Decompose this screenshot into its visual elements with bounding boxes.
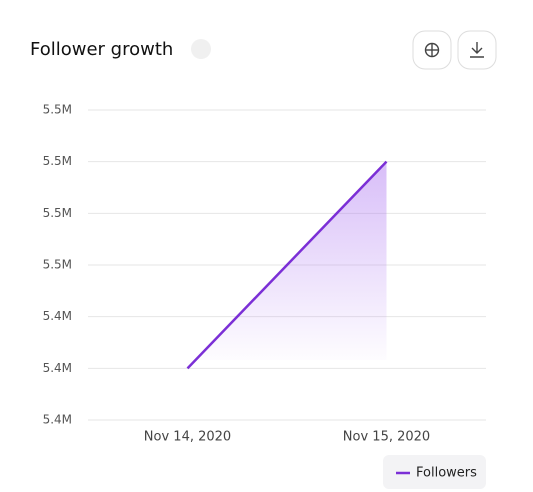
legend-label: Followers bbox=[416, 466, 477, 481]
y-tick-label: 5.4M bbox=[43, 361, 72, 375]
y-tick-label: 5.5M bbox=[43, 206, 72, 220]
download-icon bbox=[470, 42, 484, 58]
line bbox=[186, 160, 388, 370]
chart-title: Follower growth bbox=[30, 39, 173, 60]
x-tick-label: Nov 15, 2020 bbox=[343, 430, 430, 445]
y-tick-label: 5.4M bbox=[43, 309, 72, 323]
x-tick-label: Nov 14, 2020 bbox=[144, 430, 231, 445]
y-tick-label: 5.5M bbox=[43, 103, 72, 117]
y-tick-label: 5.4M bbox=[43, 413, 72, 427]
legend bbox=[383, 455, 486, 489]
y-tick-label: 5.5M bbox=[43, 258, 72, 272]
info-icon[interactable] bbox=[191, 39, 211, 59]
y-tick-label: 5.5M bbox=[43, 154, 72, 168]
